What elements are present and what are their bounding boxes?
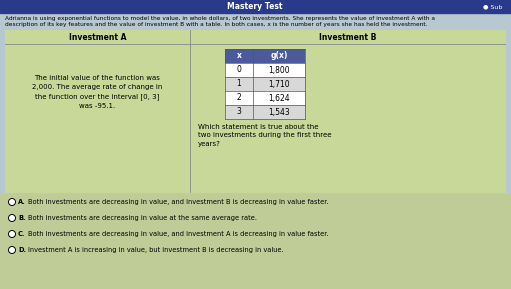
Bar: [225, 105, 305, 119]
Bar: [5, 30, 505, 192]
Text: Investment B: Investment B: [319, 32, 376, 42]
Text: x: x: [237, 51, 241, 60]
Text: 1,543: 1,543: [268, 108, 290, 116]
Text: B.: B.: [18, 215, 26, 221]
Text: 1,710: 1,710: [268, 79, 290, 88]
Text: D.: D.: [18, 247, 26, 253]
Text: Investment A is increasing in value, but investment B is decreasing in value.: Investment A is increasing in value, but…: [28, 247, 284, 253]
Text: The initial value of the function was
2,000. The average rate of change in
the f: The initial value of the function was 2,…: [32, 75, 162, 109]
Circle shape: [9, 247, 15, 253]
Text: Mastery Test: Mastery Test: [227, 2, 283, 11]
Text: Adrianna is using exponential functions to model the value, in whole dollars, of: Adrianna is using exponential functions …: [5, 16, 435, 21]
Text: 1,800: 1,800: [268, 66, 290, 75]
Circle shape: [9, 214, 15, 221]
Circle shape: [9, 231, 15, 238]
Text: Which statement is true about the
two investments during the first three
years?: Which statement is true about the two in…: [198, 124, 332, 147]
Bar: [225, 91, 305, 105]
Bar: [5, 30, 190, 44]
Text: Both investments are decreasing in value at the same average rate.: Both investments are decreasing in value…: [28, 215, 257, 221]
Text: A.: A.: [18, 199, 26, 205]
Text: Both investments are decreasing in value, and investment B is decreasing in valu: Both investments are decreasing in value…: [28, 199, 329, 205]
Text: Both investments are decreasing in value, and investment A is decreasing in valu: Both investments are decreasing in value…: [28, 231, 329, 237]
Text: 1,624: 1,624: [268, 94, 290, 103]
Bar: [225, 77, 305, 91]
Text: 2: 2: [237, 94, 241, 103]
Bar: [225, 49, 305, 63]
Text: Investment A: Investment A: [69, 32, 126, 42]
Text: g(x): g(x): [270, 51, 288, 60]
Bar: [225, 63, 305, 77]
Bar: [0, 0, 511, 13]
Text: C.: C.: [18, 231, 26, 237]
Circle shape: [9, 199, 15, 205]
Bar: [0, 194, 511, 289]
Text: 1: 1: [237, 79, 241, 88]
Text: 3: 3: [237, 108, 241, 116]
Text: ● Sub: ● Sub: [482, 4, 502, 9]
Text: description of its key features and the value of investment B with a table. In b: description of its key features and the …: [5, 22, 428, 27]
Text: 0: 0: [237, 66, 241, 75]
